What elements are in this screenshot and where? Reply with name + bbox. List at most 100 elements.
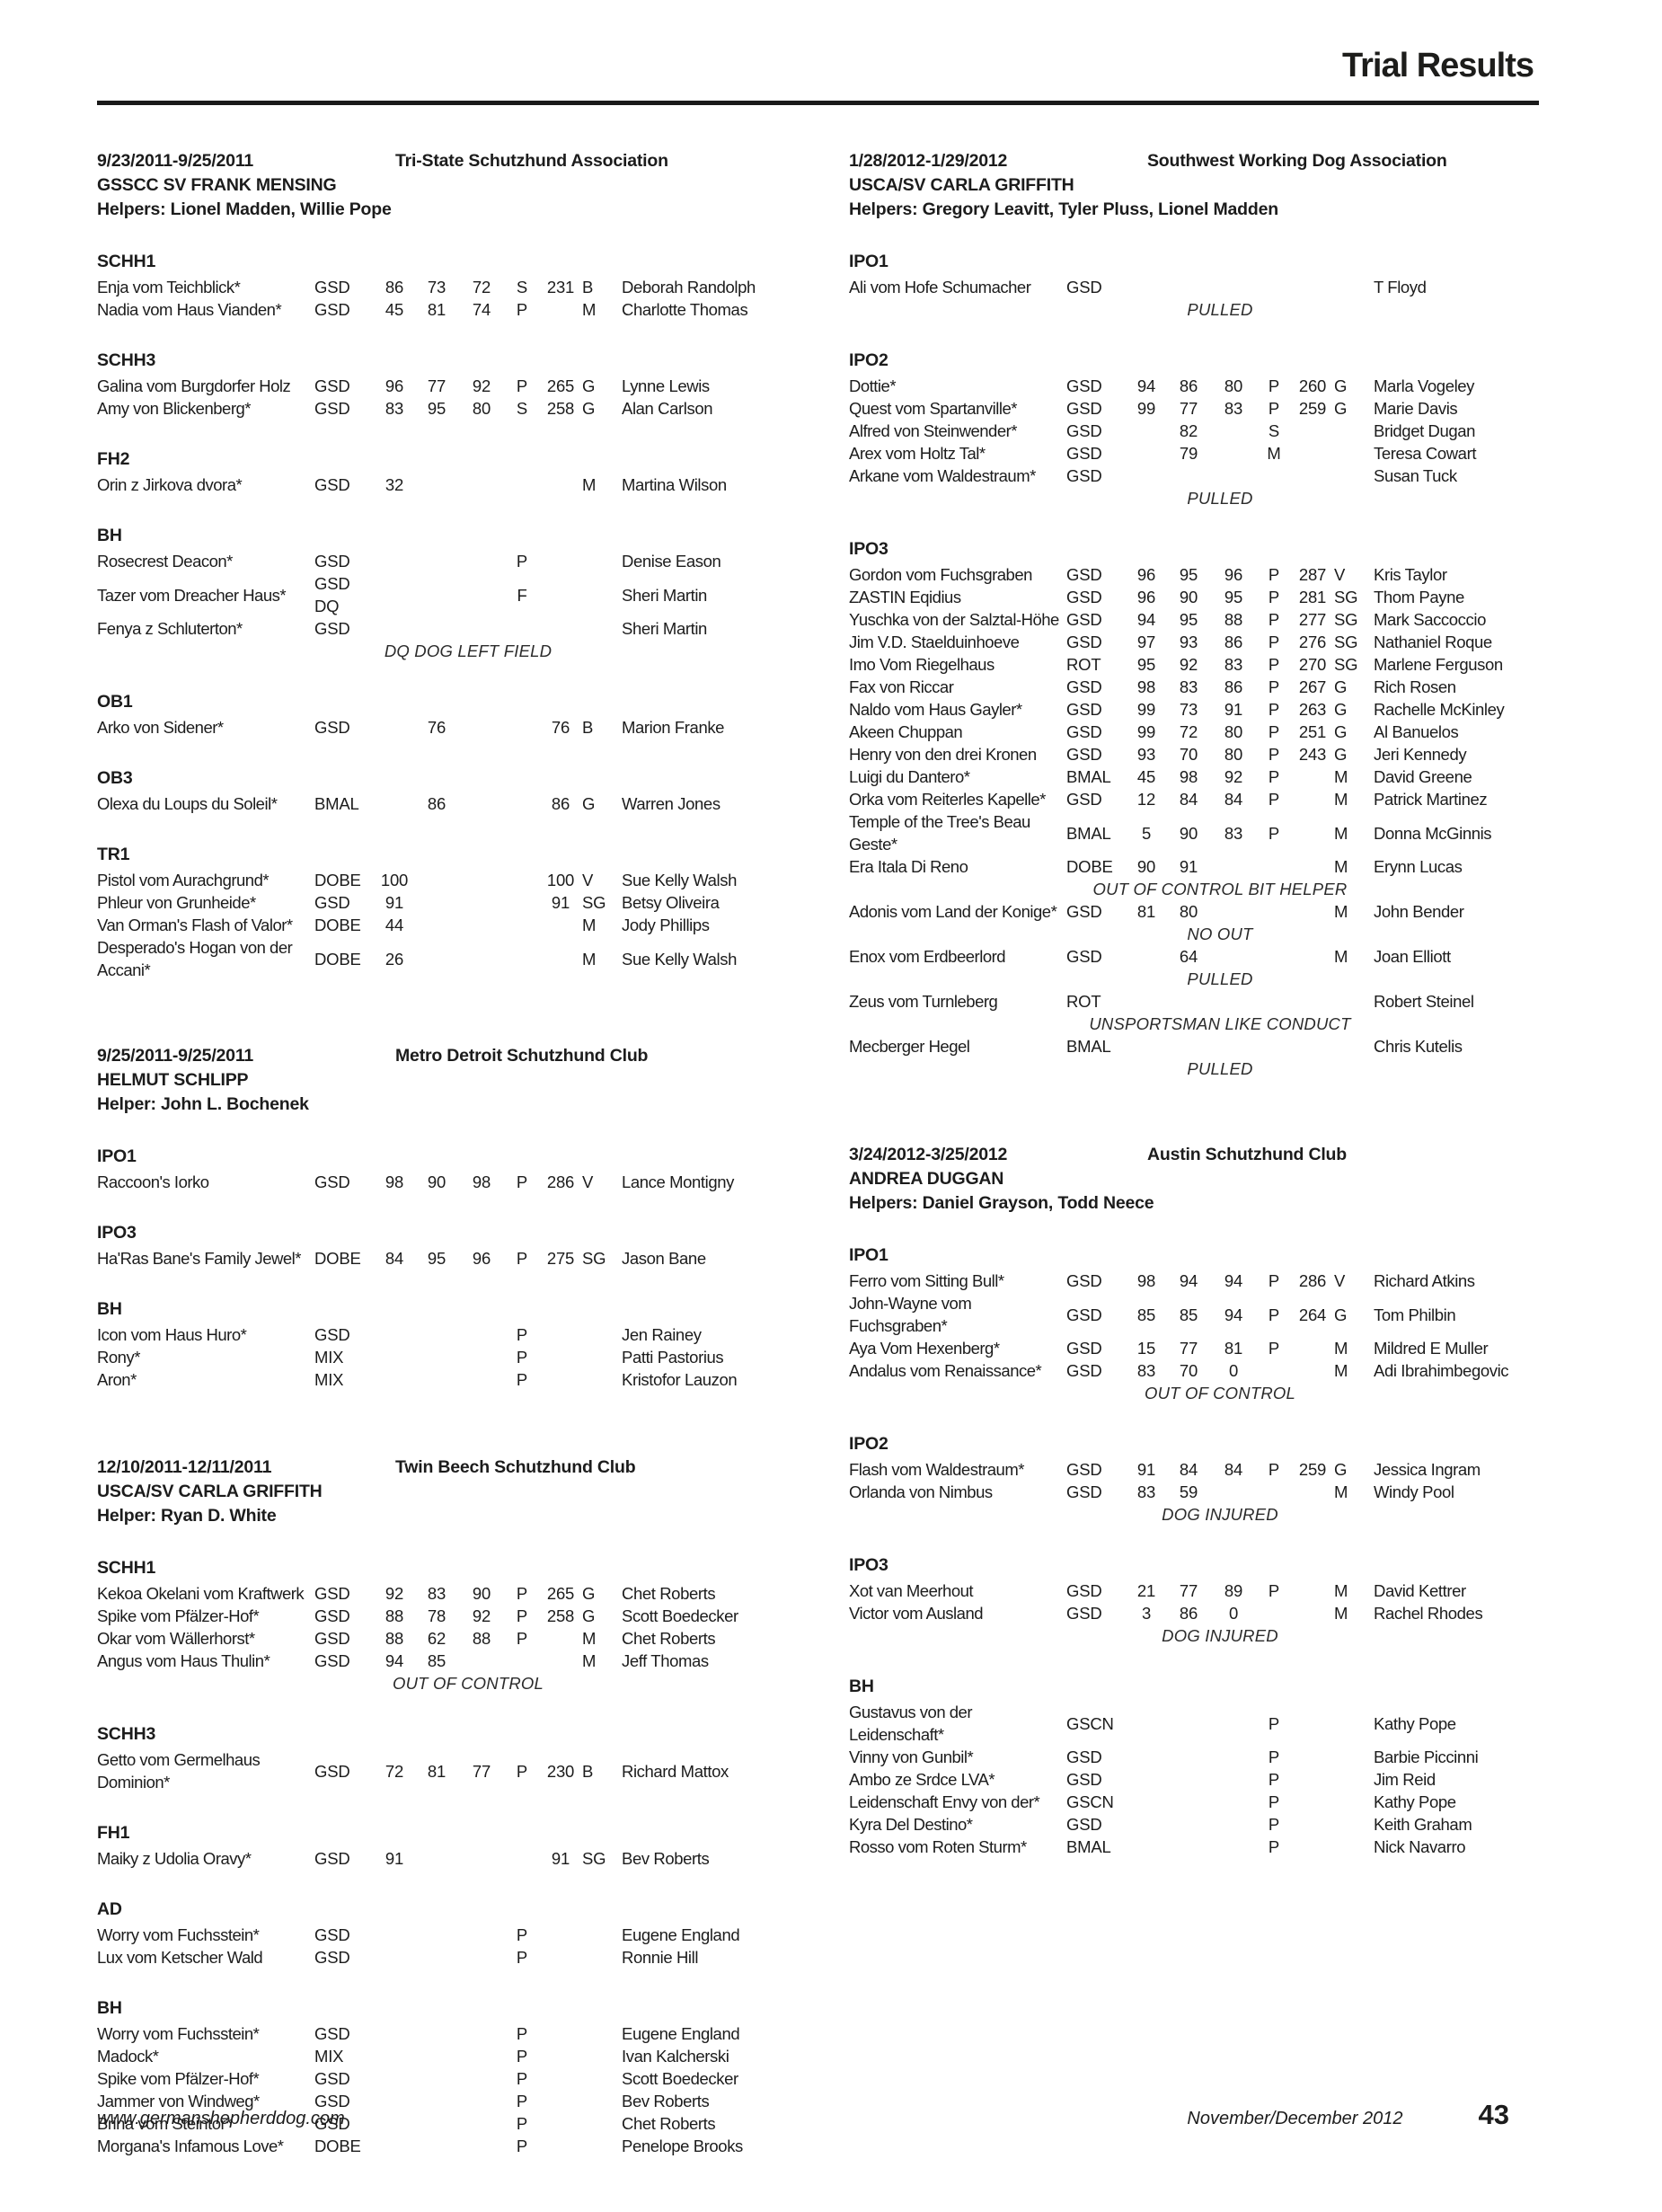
trial-date: 1/28/2012-1/29/2012 bbox=[849, 151, 1008, 171]
breed-cell: GSD bbox=[1066, 420, 1126, 442]
results-table: Arko von Sidener* GSD 76 76 B Marion Franke bbox=[97, 716, 789, 739]
score-2: 77 bbox=[1179, 1581, 1198, 1600]
breed-code: GSD bbox=[1066, 902, 1102, 921]
dog-name: Vinny von Gunbil* bbox=[849, 1747, 974, 1766]
pass-letter: P bbox=[516, 1249, 528, 1268]
pass-letter bbox=[505, 792, 539, 815]
rating: B bbox=[582, 718, 594, 737]
result-row: Ambo ze Srdce LVA* GSD P Jim Reid bbox=[849, 1768, 1541, 1791]
rating bbox=[582, 617, 622, 640]
score-3: 98 bbox=[472, 1172, 491, 1191]
breed-code: GSD bbox=[1066, 1747, 1102, 1766]
score-2 bbox=[415, 2022, 458, 2045]
total-score bbox=[539, 617, 582, 640]
result-row: Spike vom Pfälzer-Hof* GSD P Scott Boedecke… bbox=[97, 2067, 789, 2090]
results-table: Rosecrest Deacon* GSD P Denise Eason Tazer v… bbox=[97, 550, 789, 662]
handler-name: Chet Roberts bbox=[622, 2114, 716, 2133]
breed-code: GSCN bbox=[1066, 1713, 1114, 1733]
result-row: ZASTIN Eqidius GSD 96 90 95 P 281 SG Thom Payne bbox=[849, 586, 1541, 608]
rating: M bbox=[1334, 790, 1348, 809]
results-table: Orin z Jirkova dvora* GSD 32 M Martina Wilso… bbox=[97, 473, 789, 496]
rating: G bbox=[1334, 1305, 1348, 1324]
result-row: Adonis vom Land der Konige* GSD 81 80 M John … bbox=[849, 900, 1541, 923]
breed-cell: DOBE bbox=[1066, 855, 1126, 878]
handler-name: Alan Carlson bbox=[622, 399, 713, 418]
handler-name: Lance Montigny bbox=[622, 1172, 735, 1191]
breed-cell: MIX bbox=[314, 1346, 374, 1368]
dog-name: Temple of the Tree's Beau Geste* bbox=[849, 812, 1030, 854]
pass-letter: P bbox=[1268, 565, 1280, 584]
result-row: Enox vom Erdbeerlord GSD 64 M Joan Elliott bbox=[849, 945, 1541, 968]
breed-code: GSD bbox=[314, 893, 350, 912]
results-body: Worry vom Fuchsstein* GSD P Eugene England L… bbox=[97, 1924, 789, 1969]
breed-code: DOBE bbox=[314, 1249, 361, 1268]
result-row: Yuschka von der Salztal-Höhe GSD 94 95 88 P 27… bbox=[849, 608, 1541, 631]
score-2: 98 bbox=[1179, 767, 1198, 786]
result-row: Okar vom Wällerhorst* GSD 88 62 88 P M Chet Rob… bbox=[97, 1627, 789, 1650]
breed-code: GSD bbox=[1066, 1361, 1102, 1380]
note-spacer bbox=[97, 640, 314, 662]
title-section: AD Worry vom Fuchsstein* GSD P Eugene Englan… bbox=[97, 1898, 789, 1969]
total-score bbox=[1291, 1791, 1334, 1813]
dog-name: Era Itala Di Reno bbox=[849, 857, 968, 876]
result-row: Olexa du Loups du Soleil* BMAL 86 86 G Warren… bbox=[97, 792, 789, 815]
results-body: Getto vom Germelhaus Dominion* GSD 72 81 77 P… bbox=[97, 1748, 789, 1793]
dog-name: Orlanda von Nimbus bbox=[849, 1482, 993, 1501]
dog-name: Quest vom Spartanville* bbox=[849, 399, 1017, 418]
results-body: Ferro vom Sitting Bull* GSD 98 94 94 P 286 V Ric… bbox=[849, 1270, 1541, 1404]
total-score: 286 bbox=[1298, 1271, 1327, 1290]
rating bbox=[1334, 276, 1374, 298]
trial-block: 9/25/2011-9/25/2011 Metro Detroit Schutzh… bbox=[97, 1044, 789, 1391]
note-spacer bbox=[97, 1672, 314, 1694]
pass-letter: P bbox=[516, 2069, 528, 2088]
score-1 bbox=[1126, 1746, 1167, 1768]
note-spacer bbox=[1374, 1503, 1541, 1526]
result-row: Imo Vom Riegelhaus ROT 95 92 83 P 270 SG Marlene… bbox=[849, 653, 1541, 676]
total-score: 263 bbox=[1298, 700, 1327, 719]
breed-code: GSD bbox=[1066, 399, 1102, 418]
pass-letter bbox=[1257, 855, 1291, 878]
breed-cell: BMAL bbox=[1066, 765, 1126, 788]
breed-cell: GSD bbox=[1066, 397, 1126, 420]
results-table: Olexa du Loups du Soleil* BMAL 86 86 G Warren… bbox=[97, 792, 789, 815]
row-note: PULLED bbox=[1187, 300, 1253, 319]
total-score: 259 bbox=[1298, 1460, 1327, 1479]
score-3: 72 bbox=[472, 278, 491, 296]
score-3: 80 bbox=[1224, 722, 1243, 741]
total-score: 277 bbox=[1298, 610, 1327, 629]
result-row: Era Itala Di Reno DOBE 90 91 M Erynn Lucas bbox=[849, 855, 1541, 878]
score-1: 86 bbox=[385, 278, 404, 296]
header-rule bbox=[97, 101, 1539, 105]
handler-name: Scott Boedecker bbox=[622, 1606, 738, 1625]
score-3 bbox=[1210, 1813, 1257, 1836]
score-3 bbox=[1210, 1035, 1257, 1057]
dog-name: Icon vom Haus Huro* bbox=[97, 1325, 247, 1344]
score-1: 95 bbox=[1136, 655, 1156, 674]
section-title: SCHH1 bbox=[97, 1558, 156, 1578]
total-score bbox=[539, 572, 582, 617]
score-2 bbox=[1167, 990, 1210, 1013]
breed-code: GSD bbox=[1066, 466, 1102, 485]
score-3 bbox=[1210, 1746, 1257, 1768]
breed-code: GSD bbox=[314, 278, 350, 296]
pass-letter bbox=[1257, 1481, 1291, 1503]
score-2: 62 bbox=[427, 1629, 446, 1648]
score-1: 32 bbox=[385, 475, 404, 494]
note-spacer bbox=[849, 298, 1066, 321]
breed-cell: GSD bbox=[1066, 1359, 1126, 1382]
breed-code: GSD bbox=[1066, 745, 1102, 764]
handler-name: Warren Jones bbox=[622, 794, 720, 813]
score-1 bbox=[1126, 1701, 1167, 1746]
score-1 bbox=[374, 2067, 415, 2090]
total-score bbox=[539, 1368, 582, 1391]
note-spacer bbox=[849, 923, 1066, 945]
score-2 bbox=[415, 869, 458, 891]
dog-name: Spike vom Pfälzer-Hof* bbox=[97, 2069, 260, 2088]
breed-cell: GSCN bbox=[1066, 1791, 1126, 1813]
section-title: SCHH3 bbox=[97, 1724, 156, 1744]
handler-name: Robert Steinel bbox=[1374, 992, 1474, 1011]
result-row: Morgana's Infamous Love* DOBE P Penelope Br… bbox=[97, 2135, 789, 2157]
pass-letter: P bbox=[1268, 823, 1280, 843]
result-row: Gustavus von der Leidenschaft* GSCN P Kathy… bbox=[849, 1701, 1541, 1746]
total-score: 286 bbox=[546, 1172, 575, 1191]
